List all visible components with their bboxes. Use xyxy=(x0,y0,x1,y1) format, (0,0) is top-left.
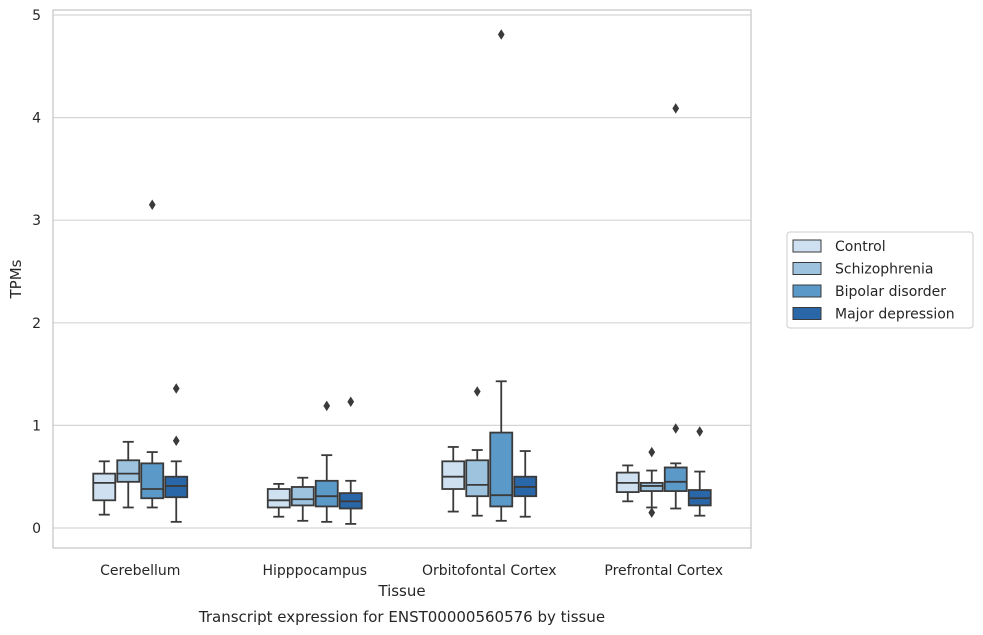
iqr-box xyxy=(140,462,165,500)
grid-lines xyxy=(53,14,751,529)
box-1-3 xyxy=(441,446,466,513)
outlier-point xyxy=(347,396,355,408)
y-tick-label: 1 xyxy=(32,418,41,434)
y-tick-label: 5 xyxy=(32,8,41,24)
y-tick-label: 3 xyxy=(32,213,41,229)
iqr-box xyxy=(314,479,339,508)
x-tick-label: Cerebellum xyxy=(100,563,180,579)
outlier-point xyxy=(648,507,656,518)
box-2-4 xyxy=(639,446,664,518)
iqr-box xyxy=(639,481,664,492)
iqr-box xyxy=(92,472,117,502)
outlier-point xyxy=(672,423,680,434)
legend: Control Schizophrenia Bipolar disorder Majo… xyxy=(786,231,974,329)
series-group xyxy=(164,383,712,525)
legend-frame xyxy=(786,231,974,329)
y-tick-labels: 0 1 2 3 4 5 xyxy=(32,8,41,537)
legend-items: Control Schizophrenia Bipolar disorder Majo… xyxy=(792,239,955,323)
box-4-1 xyxy=(164,383,189,523)
plot-frame xyxy=(52,9,752,549)
x-tick-label: Hipppocampus xyxy=(262,563,367,579)
x-tick-label: Prefrontal Cortex xyxy=(604,563,723,579)
box-1-4 xyxy=(615,464,640,503)
box-4-2 xyxy=(338,396,363,525)
legend-swatch xyxy=(792,284,822,298)
iqr-box xyxy=(489,431,514,508)
box-1-1 xyxy=(92,460,117,516)
box-4-4 xyxy=(687,426,712,517)
legend-swatch xyxy=(792,262,822,275)
y-axis-label: TPMs xyxy=(7,259,25,299)
box-4-3 xyxy=(513,450,538,518)
iqr-box xyxy=(164,475,189,499)
series-group xyxy=(116,386,664,522)
box-2-2 xyxy=(290,476,315,522)
y-tick-label: 2 xyxy=(32,316,41,332)
outlier-point xyxy=(648,446,656,458)
y-tick-label: 0 xyxy=(32,521,41,537)
legend-label: Bipolar disorder xyxy=(835,284,946,300)
legend-label: Control xyxy=(835,239,886,255)
outlier-point xyxy=(696,426,704,437)
box-3-2 xyxy=(314,400,339,523)
box-2-1 xyxy=(116,440,141,509)
series-group xyxy=(92,446,640,518)
chart-caption: Transcript expression for ENST0000056057… xyxy=(198,608,605,626)
outlier-point xyxy=(323,400,331,412)
y-tick-label: 4 xyxy=(32,111,41,127)
outlier-point xyxy=(172,383,180,394)
box-3-4 xyxy=(663,103,688,510)
iqr-box xyxy=(116,459,141,483)
iqr-box xyxy=(465,459,490,498)
legend-swatch xyxy=(792,307,822,320)
x-axis-label: Tissue xyxy=(377,582,425,600)
legend-label: Schizophrenia xyxy=(835,262,933,278)
outlier-point xyxy=(473,386,481,397)
iqr-box xyxy=(290,486,315,507)
iqr-box xyxy=(441,460,466,490)
box-2-3 xyxy=(465,386,490,517)
x-tick-labels: Cerebellum Hipppocampus Orbitofontal Corte… xyxy=(100,563,723,579)
box-groups xyxy=(92,29,712,525)
iqr-box xyxy=(663,466,688,492)
box-1-2 xyxy=(266,482,291,518)
outlier-point xyxy=(672,103,680,114)
box-3-1 xyxy=(140,199,165,509)
iqr-box xyxy=(266,488,291,509)
outlier-point xyxy=(172,435,180,447)
outlier-point xyxy=(497,29,505,40)
legend-swatch xyxy=(792,239,822,253)
x-tick-label: Orbitofontal Cortex xyxy=(422,563,557,579)
outlier-point xyxy=(148,199,156,211)
box-3-3 xyxy=(489,29,514,522)
series-group xyxy=(140,29,688,523)
legend-label: Major depression xyxy=(835,307,955,323)
